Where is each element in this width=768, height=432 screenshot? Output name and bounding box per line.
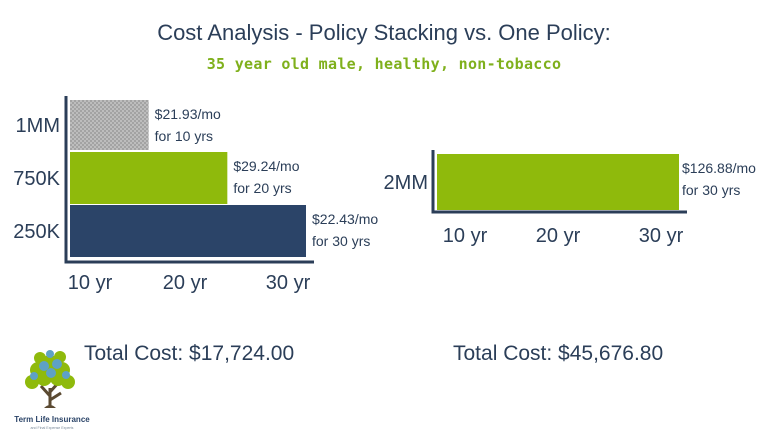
stacking-x-tick-label: 20 yr [163, 272, 208, 294]
stacking-data-label-term: for 10 yrs [155, 128, 213, 144]
one-policy-category-label: 2MM [384, 172, 428, 194]
stacking-data-label-term: for 30 yrs [312, 233, 370, 249]
page-subtitle: 35 year old male, healthy, non-tobacco [206, 55, 562, 73]
stacking-category-label: 750K [13, 168, 60, 190]
one-policy-data-label-rate: $126.88/mo [682, 160, 756, 176]
page-title: Cost Analysis - Policy Stacking vs. One … [157, 20, 611, 45]
stacking-bar-1mm [70, 100, 149, 150]
one-policy-bar-2mm [437, 154, 679, 210]
tree-icon [25, 350, 75, 408]
stacking-x-tick-label: 10 yr [68, 272, 113, 294]
one-policy-total-cost: Total Cost: $45,676.80 [453, 342, 664, 365]
stacking-x-tick-label: 30 yr [266, 272, 311, 294]
one-policy-x-tick-label: 30 yr [639, 225, 684, 247]
stacking-data-label-rate: $21.93/mo [155, 106, 221, 122]
logo-title: Term Life Insurance [14, 415, 90, 424]
stacking-bar-750k [70, 152, 228, 204]
logo-tagline: and Final Expense Experts [31, 426, 74, 430]
stacking-data-label-term: for 20 yrs [233, 180, 291, 196]
one-policy-data-label-term: for 30 yrs [682, 182, 740, 198]
stacking-category-label: 1MM [16, 115, 60, 137]
company-logo: Term Life Insurance and Final Expense Ex… [14, 350, 90, 430]
stacking-category-label: 250K [13, 221, 60, 243]
one-policy-x-tick-label: 10 yr [443, 225, 488, 247]
stacking-bar-250k [70, 205, 306, 257]
stacking-total-cost: Total Cost: $17,724.00 [84, 342, 295, 365]
stacking-data-label-rate: $22.43/mo [312, 211, 378, 227]
stacking-data-label-rate: $29.24/mo [233, 158, 299, 174]
one-policy-x-tick-label: 20 yr [536, 225, 581, 247]
